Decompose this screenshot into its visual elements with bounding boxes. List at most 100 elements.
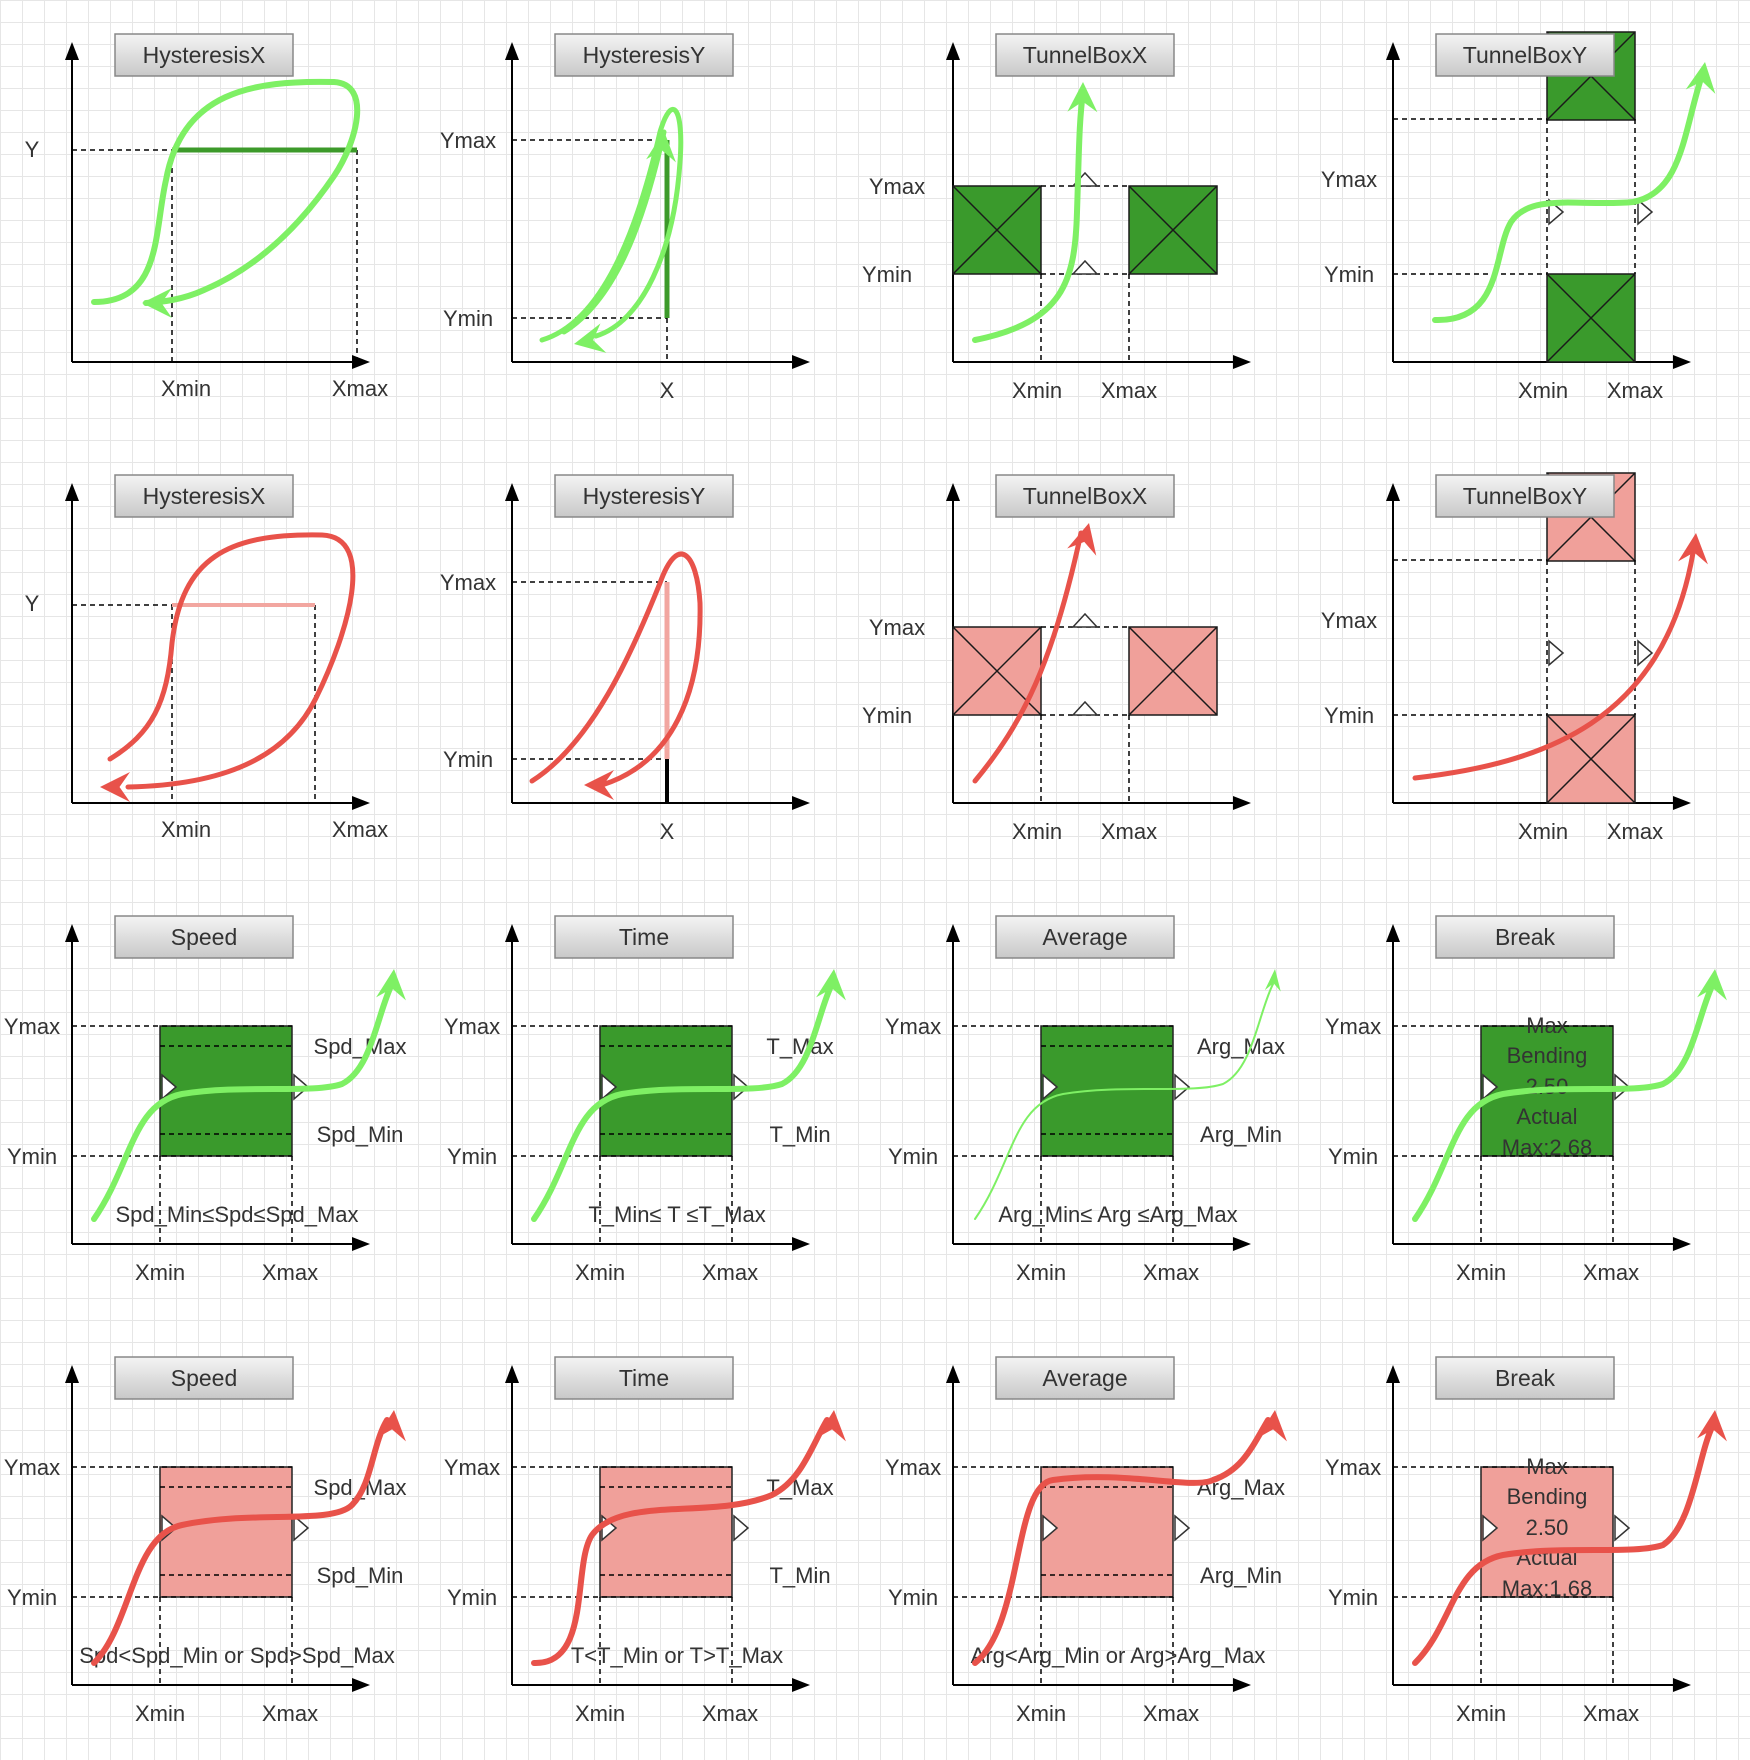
entry-marker — [1482, 1073, 1499, 1101]
panel-title-box — [1435, 1356, 1615, 1400]
signal-curve-arrowhead — [816, 969, 846, 1001]
signal-curve-arrowhead — [1067, 523, 1097, 556]
signal-curve-arrowhead — [1685, 62, 1716, 94]
panel-title-box — [114, 474, 294, 518]
xmax-label: Xmax — [1607, 378, 1663, 403]
panel-window: T_Max T_Min T_Min≤ T ≤T_Max Ymax Ymin Xmin Xma… — [444, 915, 846, 1285]
signal-curve — [1432, 69, 1706, 324]
ymax-label: Ymax — [1321, 608, 1377, 633]
xmin-label: Xmin — [1012, 378, 1062, 403]
x-axis-arrowhead — [352, 796, 370, 810]
signal-curve — [531, 981, 835, 1222]
signal-curve — [91, 78, 361, 306]
entry-marker — [1071, 259, 1099, 275]
ymin-label: Ymin — [443, 306, 493, 331]
xmin-label: Xmin — [161, 376, 211, 401]
ymin-label: Ymin — [1324, 703, 1374, 728]
ymin-label: Ymin — [888, 1144, 938, 1169]
xmin-label: Xmin — [1016, 1701, 1066, 1726]
panel-title: Average — [1042, 924, 1127, 950]
max-limit-label: T_Max — [766, 1475, 833, 1500]
xmin-label: Xmin — [575, 1260, 625, 1285]
left-blocked-box-cross-b — [952, 185, 1042, 275]
panel-title: HysteresisY — [583, 42, 706, 68]
ymax-label: Ymax — [440, 570, 496, 595]
bottom-blocked-box-cross-b — [1546, 714, 1636, 804]
ymax-label: Ymax — [4, 1455, 60, 1480]
x-axis-arrowhead — [1673, 1678, 1691, 1692]
ymax-label: Ymax — [1325, 1014, 1381, 1039]
panel-title-box — [554, 474, 734, 518]
min-limit-label: Arg_Min — [1200, 1122, 1282, 1147]
x-axis-arrowhead — [1233, 355, 1251, 369]
xmax-label: Xmax — [702, 1260, 758, 1285]
x-axis-arrowhead — [792, 1237, 810, 1251]
min-limit-label: Spd_Min — [317, 1563, 404, 1588]
signal-curve — [91, 981, 395, 1222]
panel-tunnelbox-y: Ymax Ymin Xmin Xmax TunnelBoxY — [1321, 31, 1716, 403]
ymax-label: Ymax — [885, 1455, 941, 1480]
ymax-label: Ymax — [444, 1455, 500, 1480]
entry-marker — [1548, 639, 1565, 667]
x-axis-arrowhead — [1673, 796, 1691, 810]
exit-marker — [1637, 639, 1654, 667]
signal-curve — [1412, 1422, 1716, 1666]
signal-curve-arrowhead — [1067, 82, 1098, 113]
panel-title-box — [114, 915, 294, 959]
panel-title: HysteresisY — [583, 483, 706, 509]
max-limit-label: Arg_Max — [1197, 1034, 1285, 1059]
signal-curve-arrowhead — [100, 772, 130, 802]
y-axis-arrowhead — [1386, 924, 1400, 942]
xmin-label: Xmin — [1016, 1260, 1066, 1285]
signal-curve-arrowhead — [1264, 969, 1281, 992]
condition-label: Arg_Min≤ Arg ≤Arg_Max — [998, 1202, 1237, 1227]
xmax-label: Xmax — [332, 376, 388, 401]
xmax-label: Xmax — [1143, 1701, 1199, 1726]
break-box-text-0: Max — [1526, 1454, 1568, 1479]
panel-tunnelbox-x: Ymax Ymin Xmin Xmax TunnelBoxX — [862, 33, 1251, 403]
xmin-label: Xmin — [1456, 1701, 1506, 1726]
y-label: Y — [25, 137, 40, 162]
y-axis-arrowhead — [1386, 1365, 1400, 1383]
y-axis-arrowhead — [65, 924, 79, 942]
xmax-label: Xmax — [702, 1701, 758, 1726]
x-axis-arrowhead — [792, 355, 810, 369]
panel-tunnelbox-x: Ymax Ymin Xmin Xmax TunnelBoxX — [862, 474, 1251, 844]
ymax-label: Ymax — [1325, 1455, 1381, 1480]
entry-marker — [1042, 1073, 1059, 1101]
signal-curve — [107, 532, 356, 790]
condition-label: T<T_Min or T>T_Max — [571, 1643, 783, 1668]
x-axis-arrowhead — [792, 796, 810, 810]
panel-title: Time — [619, 924, 669, 950]
condition-label: T_Min≤ T ≤T_Max — [588, 1202, 765, 1227]
panel-tunnelbox-y: Ymax Ymin Xmin Xmax TunnelBoxY — [1321, 472, 1708, 844]
x-axis-arrowhead — [1673, 1237, 1691, 1251]
panel-title-box — [1435, 474, 1615, 518]
signal-curve-arrowhead — [1678, 533, 1708, 565]
signal-curve-arrowhead — [584, 770, 614, 800]
ymin-label: Ymin — [447, 1585, 497, 1610]
exit-marker — [1174, 1073, 1191, 1101]
signal-curve-arrowhead — [142, 288, 172, 318]
xmin-label: Xmin — [1012, 819, 1062, 844]
xmax-label: Xmax — [1101, 819, 1157, 844]
break-box-text-0: Max — [1526, 1013, 1568, 1038]
signal-curve — [1412, 981, 1716, 1222]
break-box-text-3: Actual — [1516, 1104, 1577, 1129]
condition-label: Arg<Arg_Min or Arg>Arg_Max — [971, 1643, 1266, 1668]
panel-hysteresis-y: Ymax Ymin X HysteresisY — [440, 33, 810, 403]
max-limit-label: T_Max — [766, 1034, 833, 1059]
xmax-label: Xmax — [1583, 1701, 1639, 1726]
panel-hysteresis-x: Y Xmin Xmax HysteresisX — [25, 33, 388, 401]
y-axis-arrowhead — [505, 42, 519, 60]
ymin-label: Ymin — [7, 1585, 57, 1610]
ymin-label: Ymin — [1328, 1144, 1378, 1169]
y-axis-arrowhead — [1386, 483, 1400, 501]
right-blocked-box-cross-b — [1128, 185, 1218, 275]
ymax-label: Ymax — [885, 1014, 941, 1039]
condition-label: Spd_Min≤Spd≤Spd_Max — [115, 1202, 358, 1227]
min-limit-label: T_Min — [769, 1563, 830, 1588]
